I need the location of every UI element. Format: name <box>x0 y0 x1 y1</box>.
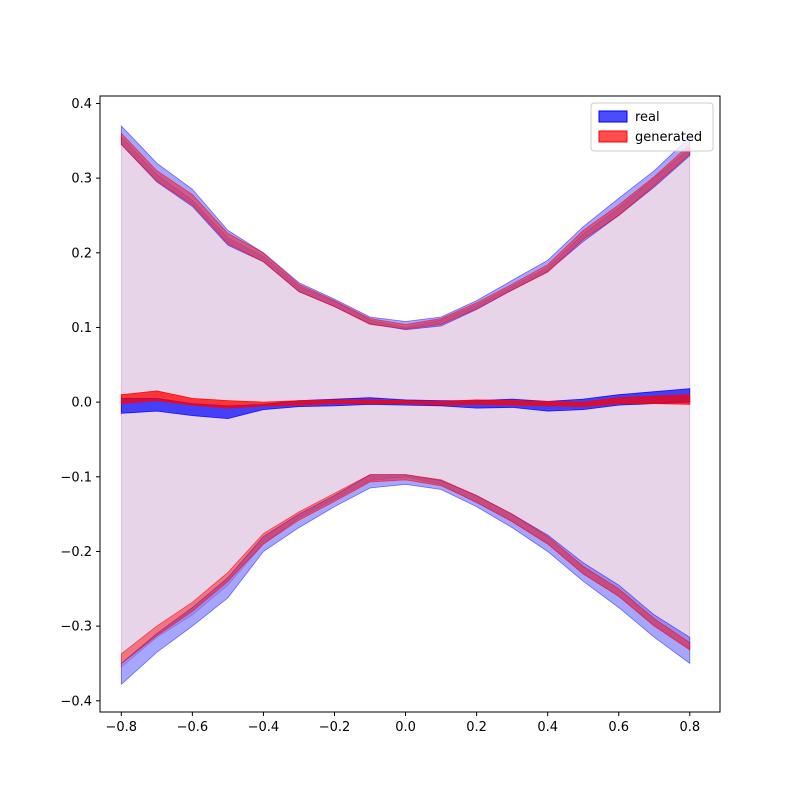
legend-label-generated: generated <box>635 130 702 145</box>
x-tick-label: 0.0 <box>395 720 416 735</box>
legend-label-real: real <box>635 110 660 125</box>
y-tick-label: 0.2 <box>71 246 92 261</box>
x-tick-label: −0.2 <box>319 720 351 735</box>
generated-upper-band <box>120 132 691 330</box>
x-tick-label: −0.8 <box>106 720 138 735</box>
x-tick-label: −0.6 <box>177 720 209 735</box>
axes: −0.8 −0.6 −0.4 −0.2 0.0 0.2 0.4 0.6 0.8 0.4 0.3 0.2… <box>60 95 721 735</box>
y-tick-label: −0.1 <box>60 470 92 485</box>
plot-area <box>120 124 691 686</box>
y-tick-label: −0.2 <box>60 545 92 560</box>
y-tick-label: 0.4 <box>71 97 92 112</box>
y-tick-label: −0.3 <box>60 620 92 635</box>
x-tick-label: 0.2 <box>466 720 487 735</box>
legend-swatch-generated <box>598 130 628 143</box>
axes-frame <box>99 95 721 713</box>
legend-swatch-real <box>598 110 628 123</box>
y-tick-label: 0.3 <box>71 172 92 187</box>
y-tick-label: 0.1 <box>71 321 92 336</box>
real-lower-band <box>120 474 691 686</box>
y-tick-label: −0.4 <box>60 694 92 709</box>
x-tick-label: 0.6 <box>608 720 629 735</box>
x-tick-label: −0.4 <box>248 720 280 735</box>
x-tick-label: 0.4 <box>537 720 558 735</box>
legend: real generated <box>590 102 714 152</box>
generated-lower-band <box>120 474 691 665</box>
plot-content <box>120 124 691 686</box>
generated-mean-band <box>120 390 691 409</box>
y-tick-label: 0.0 <box>71 396 92 411</box>
x-tick-label: 0.8 <box>679 720 700 735</box>
